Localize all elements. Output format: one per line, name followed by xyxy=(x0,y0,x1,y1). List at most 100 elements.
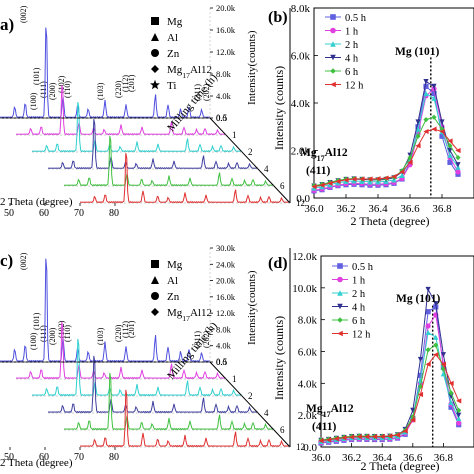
panel-b-xlabel: 2 Theta (degree) xyxy=(350,214,429,228)
x-tick-label: 70 xyxy=(74,208,84,219)
panel-d-label: (d) xyxy=(268,255,288,272)
series-point xyxy=(448,390,454,396)
legend-marker xyxy=(337,290,343,296)
intensity-tick-label: 12.0k xyxy=(216,47,236,57)
series-point xyxy=(399,172,405,179)
series-point xyxy=(431,83,437,89)
peak-label: (112) xyxy=(121,321,130,338)
series-point xyxy=(439,119,445,125)
series-point xyxy=(439,128,445,135)
time-axis xyxy=(209,361,291,448)
series-point xyxy=(447,147,453,154)
legend-label: Mg xyxy=(167,16,183,28)
series-point xyxy=(417,356,424,363)
panel-c-label: c) xyxy=(0,251,13,270)
series-point xyxy=(456,398,462,404)
series-point xyxy=(319,182,325,188)
legend-marker-triangle xyxy=(151,33,159,41)
legend-label: 12 h xyxy=(352,330,371,341)
legend-marker-triangle xyxy=(151,276,159,284)
legend-label: Zn xyxy=(167,48,180,60)
series-line-12h xyxy=(320,353,460,442)
series-point xyxy=(326,437,332,443)
legend-label: 4 h xyxy=(352,303,366,314)
mg101-label: Mg (101) xyxy=(396,293,441,305)
series-point xyxy=(433,352,439,358)
legend-label: Mg xyxy=(167,259,183,271)
panel-c-xlabel: 2 Theta (degree) xyxy=(0,457,73,469)
legend-marker xyxy=(337,330,343,337)
series-point xyxy=(423,79,429,85)
y-tick-label: 2.0k xyxy=(298,410,318,422)
panel-d-xlabel: 2 Theta (degree) xyxy=(360,459,439,473)
y-tick-label: 2.0k xyxy=(291,146,311,158)
y-tick-label: 10.0k xyxy=(292,283,317,295)
series-point xyxy=(359,176,365,182)
peak-label: (200) xyxy=(48,327,57,345)
intensity-tick-label: 20.0k xyxy=(216,276,236,286)
series-point xyxy=(439,133,445,139)
series-point xyxy=(433,301,439,307)
peak-label: (220) xyxy=(114,324,123,342)
intensity-tick-label: 12.0k xyxy=(216,308,236,318)
panel-a-xlabel: 2 Theta (degree) xyxy=(0,196,73,208)
legend-marker-star xyxy=(150,79,160,90)
series-line-6h xyxy=(320,344,460,441)
panel-b-plot: 0.0 2.0k 4.0k 6.0k 8.0k 36.0 36.2 36.4 36.6 36.8 0… xyxy=(291,3,474,215)
series-point xyxy=(431,126,437,132)
series-point xyxy=(327,180,333,186)
panel-a-traces xyxy=(0,27,291,204)
trace-2h xyxy=(31,102,243,153)
legend-marker xyxy=(337,263,343,269)
intensity-tick-label: 16.0k xyxy=(216,292,236,302)
y-tick-label: 8.0k xyxy=(298,315,318,327)
intensity-tick-label: 16.0k xyxy=(216,25,236,35)
x-tick-label: 36.8 xyxy=(432,203,452,215)
peak-label: (002) xyxy=(19,252,28,270)
peak-label: (201) xyxy=(127,74,136,92)
legend-marker-diamond xyxy=(151,308,159,316)
mg17al12-label: Mg17Al12 xyxy=(306,403,354,419)
peak-label: (110) xyxy=(63,325,72,342)
panel-c-traces xyxy=(0,258,291,448)
trace-12h xyxy=(79,153,291,204)
series-point xyxy=(425,329,431,335)
series-point xyxy=(431,95,437,101)
series-point xyxy=(349,434,355,440)
series-point xyxy=(371,434,378,440)
y-tick-label: 4.0k xyxy=(298,378,318,390)
series-point xyxy=(447,152,453,158)
y-tick-label: 12.0k xyxy=(292,251,317,263)
peak-label: (202) xyxy=(202,83,211,101)
series-point xyxy=(433,342,439,348)
x-tick-label: 36.4 xyxy=(368,203,388,215)
time-tick-label: 0.5 xyxy=(216,113,228,123)
panel-c-ylabel: Intensity(counts) xyxy=(246,270,258,345)
time-tick-label: 6 xyxy=(280,181,285,191)
series-point xyxy=(440,366,446,372)
y-tick-label: 6.0k xyxy=(291,51,311,63)
series-point xyxy=(391,174,397,180)
series-point xyxy=(367,176,373,182)
series-point xyxy=(311,184,317,190)
series-point xyxy=(440,371,446,377)
peak-label: (311) xyxy=(193,331,202,348)
x-tick-label: 36.0 xyxy=(304,203,324,215)
trace-2h xyxy=(32,338,243,397)
legend-label: 1 h xyxy=(352,276,366,287)
legend-label: 4 h xyxy=(345,54,359,65)
mg17al12-label: Mg17Al12 xyxy=(300,147,348,163)
x-tick-label: 70 xyxy=(74,452,84,463)
series-point xyxy=(448,399,454,406)
series-point xyxy=(433,334,439,340)
y-tick-label: 0.0 xyxy=(296,193,310,205)
series-line-2h xyxy=(320,331,460,442)
legend-label: 2 h xyxy=(345,40,359,51)
x-tick-label: 36.6 xyxy=(400,203,420,215)
series-point xyxy=(425,323,431,329)
legend-marker-circle xyxy=(151,49,159,57)
series-line-4h xyxy=(313,80,459,187)
series-point xyxy=(415,119,421,125)
legend-label: 0.5 h xyxy=(345,13,367,24)
trace-6h xyxy=(63,136,275,187)
